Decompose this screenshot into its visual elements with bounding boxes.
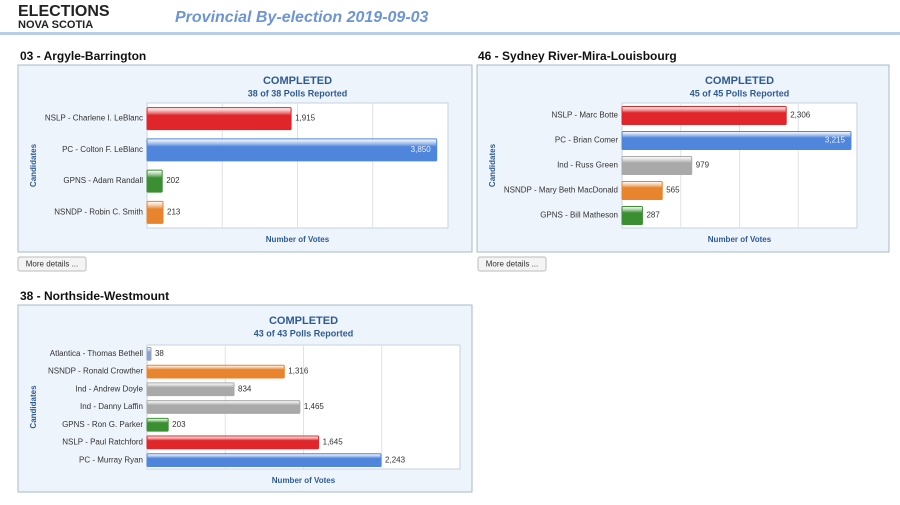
- category-label: GPNS - Adam Randall: [63, 176, 143, 185]
- x-axis-label: Number of Votes: [708, 235, 772, 244]
- category-label: PC - Colton F. LeBlanc: [62, 145, 143, 154]
- status: COMPLETED: [263, 75, 332, 87]
- value-label: 202: [166, 176, 180, 185]
- bar: [146, 435, 320, 450]
- category-label: PC - Brian Comer: [555, 136, 618, 145]
- value-label: 3,850: [411, 145, 432, 154]
- value-label: 2,243: [385, 455, 406, 464]
- more-details-text[interactable]: More details ...: [26, 260, 78, 269]
- x-axis-label: Number of Votes: [272, 476, 336, 485]
- logo: ELECTIONS: [18, 3, 110, 20]
- value-label: 979: [696, 161, 710, 170]
- y-axis-label: Candidates: [488, 143, 497, 187]
- category-label: PC - Murray Ryan: [79, 455, 143, 464]
- value-label: 1,316: [288, 367, 309, 376]
- bar: [621, 206, 643, 225]
- value-label: 1,465: [304, 402, 325, 411]
- bar: [146, 417, 169, 432]
- bar: [621, 156, 693, 175]
- more-details-button[interactable]: [17, 256, 87, 272]
- category-label: NSNDP - Ronald Crowther: [48, 367, 143, 376]
- category-label: Atlantica - Thomas Bethell: [50, 349, 143, 358]
- district-title: 03 - Argyle-Barrington: [20, 49, 146, 63]
- subtitle: 38 of 38 Polls Reported: [248, 88, 348, 98]
- bar: [146, 200, 164, 224]
- category-label: GPNS - Ron G. Parker: [62, 420, 143, 429]
- value-label: 287: [646, 211, 660, 220]
- value-label: 1,915: [295, 114, 316, 123]
- subtitle: 43 of 43 Polls Reported: [254, 328, 354, 338]
- category-label: GPNS - Bill Matheson: [540, 211, 618, 220]
- value-label: 213: [167, 207, 181, 216]
- value-label: 3,215: [825, 136, 846, 145]
- value-label: 38: [155, 349, 164, 358]
- bar: [146, 169, 163, 193]
- more-details-button[interactable]: [477, 256, 547, 272]
- bar: [146, 400, 301, 414]
- district-title: 46 - Sydney River-Mira-Louisbourg: [478, 49, 677, 63]
- district-title: 38 - Northside-Westmount: [20, 289, 169, 303]
- bar: [146, 138, 438, 162]
- category-label: NSLP - Marc Botte: [551, 111, 618, 120]
- category-label: Ind - Andrew Doyle: [75, 384, 143, 393]
- category-label: NSLP - Charlene I. LeBlanc: [45, 114, 143, 123]
- subtitle: 45 of 45 Polls Reported: [690, 88, 790, 98]
- status: COMPLETED: [705, 75, 774, 87]
- category-label: NSNDP - Mary Beth MacDonald: [504, 186, 618, 195]
- bar: [621, 106, 787, 125]
- bar: [146, 364, 285, 379]
- category-label: NSLP - Paul Ratchford: [62, 438, 143, 447]
- value-label: 834: [238, 384, 252, 393]
- value-label: 203: [172, 420, 186, 429]
- bar: [146, 346, 152, 361]
- category-label: NSNDP - Robin C. Smith: [54, 207, 143, 216]
- bar: [146, 107, 292, 131]
- category-label: Ind - Russ Green: [557, 161, 618, 170]
- y-axis-label: Candidates: [29, 385, 38, 429]
- value-label: 2,306: [790, 111, 811, 120]
- page-title: Provincial By-election 2019-09-03: [175, 9, 429, 26]
- status: COMPLETED: [269, 315, 338, 327]
- x-axis-label: Number of Votes: [266, 235, 330, 244]
- bar: [621, 131, 852, 150]
- value-label: 1,645: [323, 438, 344, 447]
- more-details-text[interactable]: More details ...: [486, 260, 538, 269]
- bar: [621, 181, 663, 200]
- header-rule: [0, 32, 900, 35]
- bar: [146, 382, 235, 397]
- value-label: 565: [666, 186, 680, 195]
- bar: [146, 453, 382, 468]
- y-axis-label: Candidates: [29, 143, 38, 187]
- category-label: Ind - Danny Laffin: [80, 402, 143, 411]
- logo: NOVA SCOTIA: [18, 19, 93, 31]
